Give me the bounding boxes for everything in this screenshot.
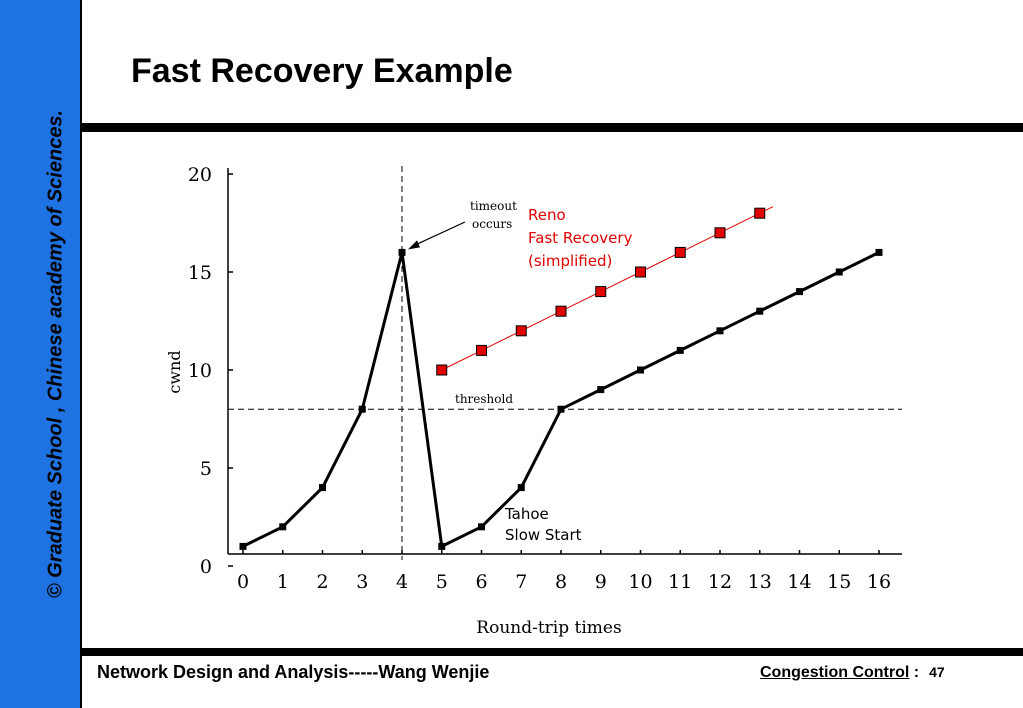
x-tick-label: 1: [277, 571, 289, 593]
tahoe-point: [279, 523, 287, 531]
x-tick-label: 4: [396, 571, 408, 593]
reno-series-line: [441, 206, 774, 371]
tahoe-point: [835, 268, 843, 276]
tahoe-series-points: [239, 248, 883, 550]
timeout-arrowhead: [408, 240, 420, 250]
y-axis-label: cwnd: [165, 350, 184, 393]
x-tick-label: 7: [515, 571, 527, 593]
copyright-text: © Graduate School , Chinese academy of S…: [44, 109, 67, 599]
tahoe-point: [796, 288, 803, 296]
tahoe-point: [676, 346, 684, 354]
title-divider: [82, 123, 1023, 132]
x-tick-label: 14: [787, 571, 811, 593]
tahoe-point: [597, 386, 605, 394]
section-link[interactable]: Congestion Control: [760, 664, 910, 681]
tahoe-point: [239, 542, 247, 550]
x-tick-label: 16: [867, 571, 891, 593]
x-tick-label: 5: [436, 571, 448, 593]
tahoe-series-line: [242, 251, 880, 549]
reno-point: [515, 325, 527, 337]
reno-point: [714, 227, 726, 239]
reno-point: [635, 266, 646, 278]
timeout-label-line1: timeout: [470, 199, 517, 213]
x-tick-label: 0: [237, 571, 249, 593]
tahoe-point: [319, 484, 326, 492]
tahoe-point: [478, 523, 485, 531]
tahoe-point: [637, 366, 644, 374]
section-separator: :: [909, 664, 920, 681]
y-tick-label: 15: [188, 262, 212, 284]
tahoe-point: [756, 307, 764, 315]
sidebar-band: © Graduate School , Chinese academy of S…: [0, 0, 82, 708]
y-tick-marks: [228, 173, 233, 567]
footer-divider: [82, 648, 1023, 656]
x-tick-label: 15: [827, 571, 851, 593]
x-tick-label: 10: [628, 571, 652, 593]
reno-point: [555, 305, 567, 317]
x-tick-label: 8: [555, 571, 567, 593]
x-tick-label: 2: [316, 571, 328, 593]
x-tick-label: 12: [708, 571, 732, 593]
x-tick-label: 11: [668, 571, 692, 593]
x-tick-label: 3: [356, 571, 368, 593]
y-tick-label: 20: [188, 164, 212, 186]
y-tick-label: 10: [188, 360, 212, 382]
tahoe-point: [358, 405, 366, 413]
tahoe-label-line1: Tahoe: [504, 505, 549, 523]
timeout-label-line2: occurs: [472, 217, 512, 231]
tahoe-point: [557, 405, 565, 413]
reno-label-line3: (simplified): [528, 252, 612, 270]
x-tick-labels: 0 1 2 3 4 5 6 7 8 9 10 11 12 13 14 15 16: [237, 571, 891, 593]
slide-title: Fast Recovery Example: [131, 52, 513, 90]
footer-course-title: Network Design and Analysis-----Wang Wen…: [97, 662, 490, 682]
x-tick-label: 6: [475, 571, 487, 593]
y-tick-label: 5: [200, 458, 212, 480]
tahoe-point: [438, 542, 446, 550]
x-tick-marks: [242, 550, 880, 554]
reno-point: [476, 344, 487, 356]
reno-point: [436, 364, 448, 376]
y-tick-label: 0: [200, 556, 212, 578]
reno-label-line2: Fast Recovery: [528, 229, 633, 247]
threshold-label: threshold: [455, 392, 513, 406]
reno-series-points: [436, 207, 766, 376]
tahoe-point: [517, 484, 525, 492]
timeout-arrow: [411, 221, 466, 247]
x-tick-label: 13: [748, 571, 772, 593]
x-tick-label: 9: [595, 571, 607, 593]
tahoe-point: [716, 327, 724, 335]
reno-point: [674, 246, 686, 258]
tahoe-point: [875, 248, 883, 256]
footer-section: Congestion Control :47: [760, 664, 945, 682]
reno-label-line1: Reno: [528, 206, 566, 224]
page-number: 47: [929, 664, 945, 680]
tahoe-label-line2: Slow Start: [505, 526, 582, 544]
y-tick-labels: 0 5 10 15 20: [188, 164, 212, 578]
reno-point: [595, 286, 607, 298]
x-axis-label: Round-trip times: [476, 618, 621, 638]
tahoe-point: [398, 248, 406, 256]
reno-point: [754, 207, 766, 219]
